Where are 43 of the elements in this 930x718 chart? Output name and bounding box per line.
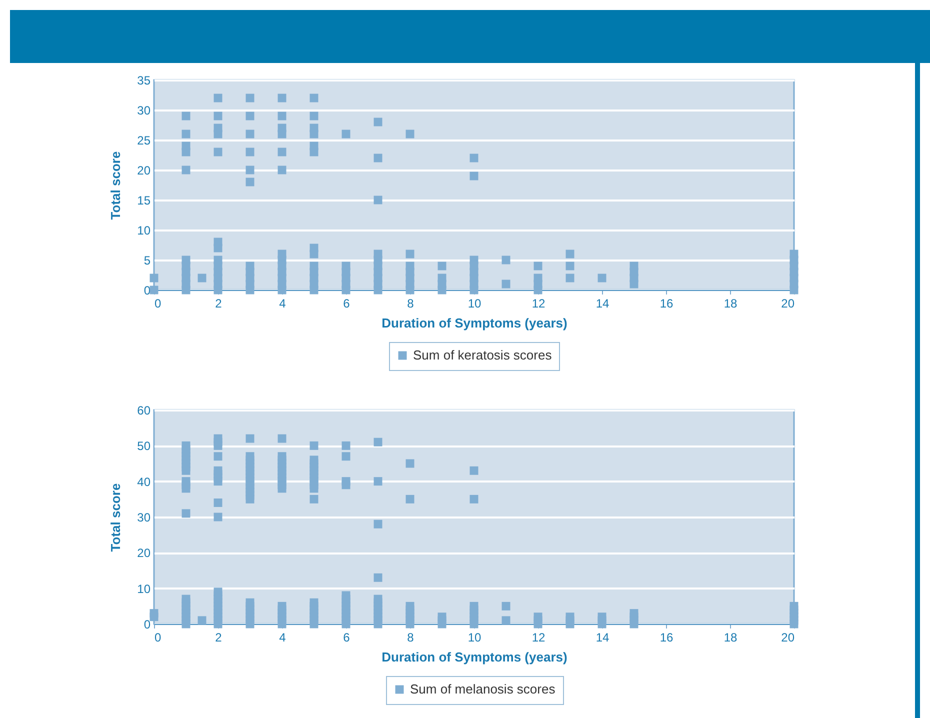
x-tick-label: 0 — [154, 296, 162, 310]
x-tick-label: 0 — [154, 630, 162, 644]
x-tick-label: 20 — [781, 296, 795, 310]
y-tick-label: 60 — [137, 404, 151, 418]
x-tick-label: 14 — [596, 296, 610, 310]
x-tick-label: 16 — [660, 296, 674, 310]
x-tick-label: 12 — [532, 296, 546, 310]
x-tick-label: 6 — [343, 296, 350, 310]
x-tick-label: 12 — [532, 630, 546, 644]
y-tick-label: 20 — [137, 546, 151, 560]
y-tick-label: 30 — [137, 104, 151, 118]
y-tick-label: 40 — [137, 474, 151, 489]
y-tick-label: 30 — [137, 510, 151, 524]
x-tick-label: 6 — [343, 630, 350, 644]
legend-label: Sum of melanosis scores — [410, 682, 556, 696]
y-axis-title: Total score — [108, 483, 124, 552]
x-tick-label: 8 — [407, 296, 414, 310]
x-tick-label: 18 — [724, 296, 738, 310]
y-tick-label: 50 — [137, 439, 151, 454]
y-axis-title: Total score — [108, 151, 124, 220]
x-tick-label: 2 — [215, 630, 222, 644]
y-tick-label: 35 — [137, 74, 151, 88]
x-axis-title: Duration of Symptoms (years) — [382, 316, 568, 330]
x-tick-label: 10 — [468, 630, 482, 644]
y-tick-label: 10 — [137, 582, 151, 596]
x-tick-label: 10 — [468, 296, 482, 310]
x-tick-label: 18 — [724, 630, 738, 644]
x-tick-label: 2 — [215, 296, 222, 310]
x-tick-label: 4 — [279, 630, 286, 644]
y-tick-label: 15 — [137, 194, 151, 208]
x-tick-label: 16 — [660, 630, 674, 644]
y-tick-label: 5 — [144, 254, 151, 268]
y-tick-label: 0 — [144, 618, 151, 632]
y-tick-label: 25 — [137, 134, 151, 148]
y-tick-label: 10 — [137, 224, 151, 238]
x-axis-title: Duration of Symptoms (years) — [382, 650, 568, 664]
x-tick-label: 20 — [781, 630, 795, 644]
legend-label: Sum of keratosis scores — [413, 348, 552, 362]
x-tick-label: 14 — [596, 630, 610, 644]
x-tick-label: 8 — [407, 630, 414, 644]
x-tick-label: 4 — [279, 296, 286, 310]
y-tick-label: 20 — [137, 164, 151, 178]
y-tick-label: 0 — [144, 284, 151, 298]
